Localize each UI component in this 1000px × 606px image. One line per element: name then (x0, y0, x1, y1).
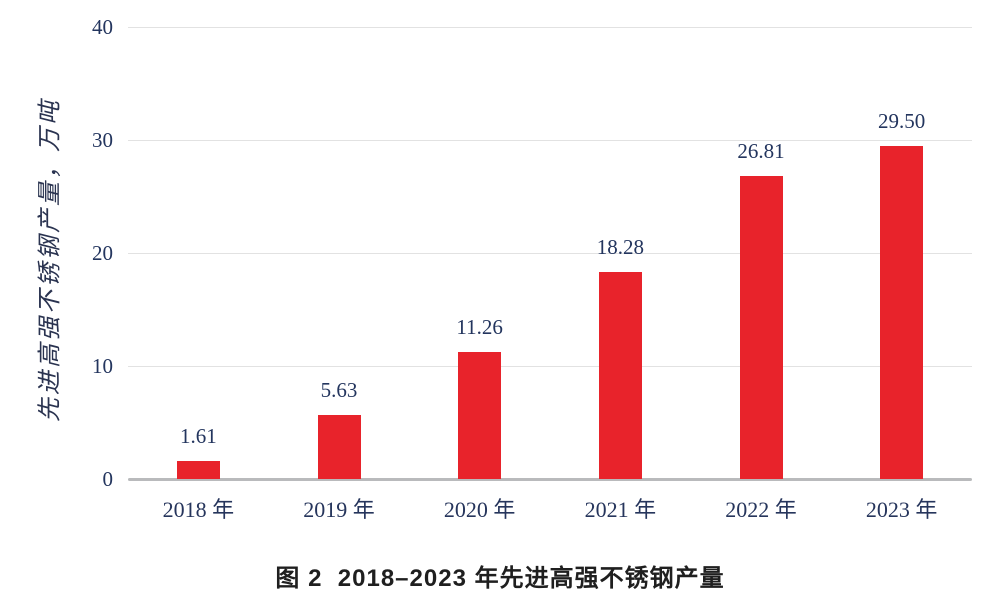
bar-value-label: 18.28 (596, 235, 644, 260)
bar-value-label: 1.61 (179, 423, 217, 448)
x-axis-category-label: 2020 年 (443, 497, 516, 522)
bar (598, 272, 642, 479)
x-axis-category-label: 2019 年 (303, 497, 375, 522)
y-tick-label: 10 (92, 354, 113, 378)
gridline (128, 253, 972, 254)
y-tick-label: 0 (102, 467, 114, 491)
figure-caption-text: 2018–2023 年先进高强不锈钢产量 (337, 565, 725, 592)
gridline (128, 140, 972, 141)
bar (176, 460, 220, 479)
bar-value-label: 5.63 (320, 378, 358, 403)
x-axis-category-label: 2018 年 (162, 497, 235, 522)
x-axis-category-label: 2021 年 (584, 497, 657, 522)
bar-value-label: 26.81 (737, 139, 785, 164)
x-axis-category-label: 2022 年 (725, 497, 797, 522)
y-tick-label: 20 (92, 241, 113, 265)
gridline (128, 366, 972, 367)
bar (880, 145, 924, 479)
bar (458, 351, 502, 479)
figure-caption: 图 2 2018–2023 年先进高强不锈钢产量 (0, 558, 1000, 593)
figure-caption-prefix: 图 2 (275, 565, 323, 592)
x-axis-category-label: 2023 年 (865, 497, 938, 522)
y-tick-label: 40 (92, 15, 113, 39)
bar (317, 415, 361, 479)
gridline (128, 27, 972, 28)
y-tick-label: 30 (92, 128, 113, 152)
bar-value-label: 29.50 (878, 108, 926, 133)
bar (739, 176, 783, 479)
x-axis-line (128, 478, 972, 481)
bar-value-label: 11.26 (456, 314, 503, 339)
